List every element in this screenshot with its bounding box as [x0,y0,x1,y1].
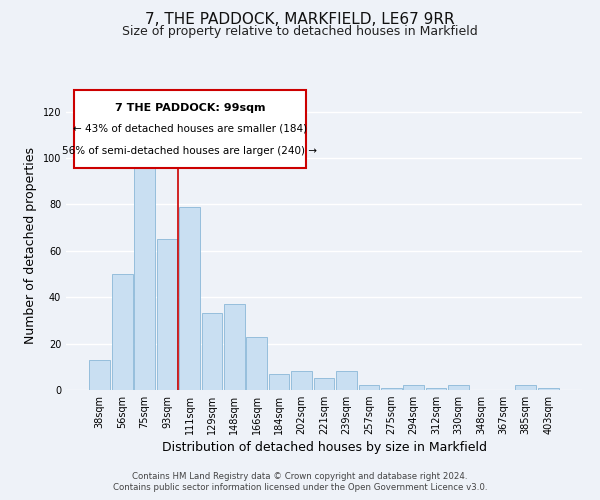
Text: Size of property relative to detached houses in Markfield: Size of property relative to detached ho… [122,25,478,38]
Text: ← 43% of detached houses are smaller (184): ← 43% of detached houses are smaller (18… [73,123,307,133]
Bar [448,386,469,390]
Text: Contains public sector information licensed under the Open Government Licence v3: Contains public sector information licen… [113,484,487,492]
Bar [381,388,401,390]
Bar [359,386,379,390]
Bar [403,386,424,390]
X-axis label: Distribution of detached houses by size in Markfield: Distribution of detached houses by size … [161,442,487,454]
Bar [224,304,245,390]
FancyBboxPatch shape [74,90,306,168]
Bar [314,378,334,390]
Bar [134,165,155,390]
Text: 56% of semi-detached houses are larger (240) →: 56% of semi-detached houses are larger (… [62,146,317,156]
Bar [112,274,133,390]
Bar [179,206,200,390]
Bar [291,372,312,390]
Y-axis label: Number of detached properties: Number of detached properties [24,146,37,344]
Text: 7 THE PADDOCK: 99sqm: 7 THE PADDOCK: 99sqm [115,103,265,113]
Bar [426,388,446,390]
Bar [247,336,267,390]
Bar [157,239,178,390]
Bar [89,360,110,390]
Bar [336,372,357,390]
Bar [538,388,559,390]
Text: 7, THE PADDOCK, MARKFIELD, LE67 9RR: 7, THE PADDOCK, MARKFIELD, LE67 9RR [145,12,455,28]
Bar [202,314,222,390]
Text: Contains HM Land Registry data © Crown copyright and database right 2024.: Contains HM Land Registry data © Crown c… [132,472,468,481]
Bar [269,374,289,390]
Bar [515,386,536,390]
